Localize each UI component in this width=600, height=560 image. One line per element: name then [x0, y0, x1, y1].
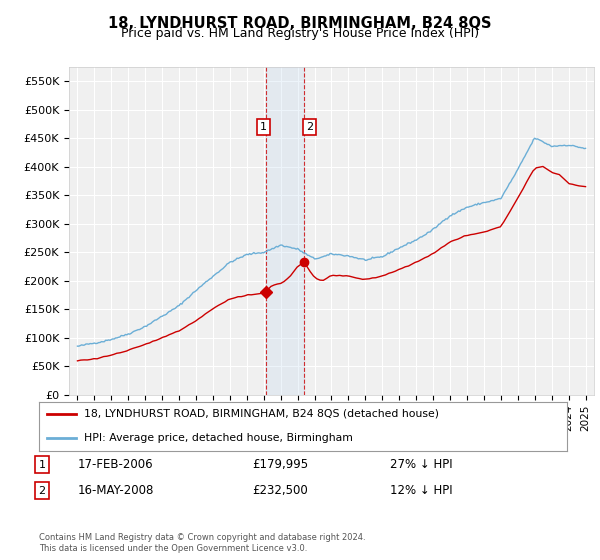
Text: 18, LYNDHURST ROAD, BIRMINGHAM, B24 8QS: 18, LYNDHURST ROAD, BIRMINGHAM, B24 8QS: [108, 16, 492, 31]
Text: Contains HM Land Registry data © Crown copyright and database right 2024.
This d: Contains HM Land Registry data © Crown c…: [39, 533, 365, 553]
Text: 1: 1: [38, 460, 46, 470]
Text: Price paid vs. HM Land Registry's House Price Index (HPI): Price paid vs. HM Land Registry's House …: [121, 27, 479, 40]
Text: 2: 2: [38, 486, 46, 496]
Bar: [266, 67, 304, 395]
Text: 1: 1: [260, 122, 267, 132]
Text: 2: 2: [306, 122, 313, 132]
Text: 17-FEB-2006: 17-FEB-2006: [78, 458, 154, 472]
Text: £232,500: £232,500: [252, 484, 308, 497]
Text: 18, LYNDHURST ROAD, BIRMINGHAM, B24 8QS (detached house): 18, LYNDHURST ROAD, BIRMINGHAM, B24 8QS …: [84, 409, 439, 419]
Text: 27% ↓ HPI: 27% ↓ HPI: [390, 458, 452, 472]
Text: £179,995: £179,995: [252, 458, 308, 472]
Text: 12% ↓ HPI: 12% ↓ HPI: [390, 484, 452, 497]
Text: HPI: Average price, detached house, Birmingham: HPI: Average price, detached house, Birm…: [84, 433, 353, 444]
Text: 16-MAY-2008: 16-MAY-2008: [78, 484, 154, 497]
